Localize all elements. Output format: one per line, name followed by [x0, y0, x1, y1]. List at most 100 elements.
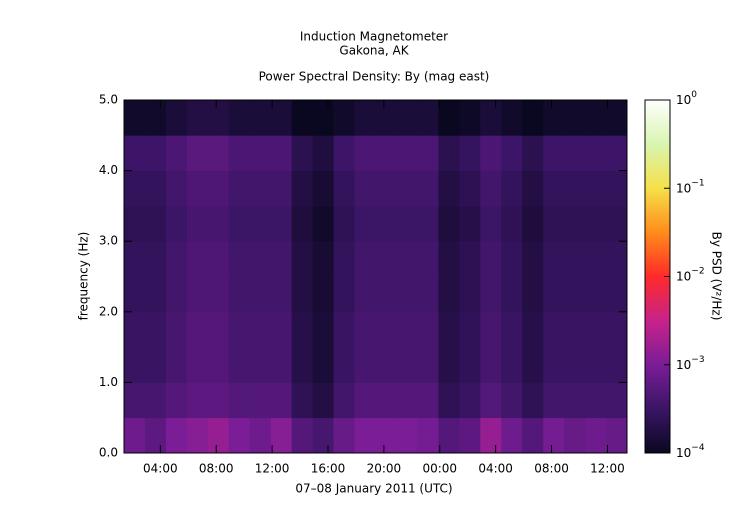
heatmap-cell — [396, 417, 418, 454]
heatmap-cell — [543, 276, 565, 313]
heatmap-cell — [165, 205, 188, 242]
x-tick-label: 08:00 — [199, 462, 234, 476]
heatmap-cell — [480, 276, 502, 313]
heatmap-cell — [333, 417, 355, 454]
heatmap-cell — [228, 170, 251, 207]
y-tick-label: 3.0 — [99, 234, 118, 248]
heatmap-cell — [543, 347, 565, 383]
heatmap-cell — [480, 205, 502, 242]
heatmap-cell — [459, 241, 481, 277]
heatmap-cell — [417, 205, 439, 242]
heatmap-cell — [144, 100, 167, 136]
heatmap-cell — [585, 276, 607, 313]
heatmap-cell — [165, 135, 188, 171]
heatmap-cell — [564, 347, 586, 383]
heatmap-cell — [396, 100, 418, 136]
heatmap-cell — [417, 170, 439, 207]
heatmap-cell — [270, 135, 293, 171]
heatmap-cell — [291, 311, 314, 348]
heatmap-cell — [312, 417, 334, 454]
heatmap-cell — [228, 135, 251, 171]
heatmap-cell — [124, 241, 146, 277]
heatmap-cell — [543, 311, 565, 348]
heatmap-cell — [165, 100, 188, 136]
heatmap-cell — [543, 170, 565, 207]
heatmap-cell — [417, 100, 439, 136]
heatmap-cell — [207, 241, 230, 277]
heatmap-cell — [165, 347, 188, 383]
heatmap-cell — [522, 170, 544, 207]
heatmap-cell — [186, 276, 209, 313]
heatmap-cell — [606, 135, 628, 171]
heatmap-cell — [396, 170, 418, 207]
colorbar-tick-label: 100 — [676, 90, 697, 107]
heatmap-cell — [228, 382, 251, 419]
heatmap-cell — [312, 347, 334, 383]
heatmap-cell — [585, 135, 607, 171]
heatmap-cell — [312, 276, 334, 313]
y-tick-label: 0.0 — [99, 446, 118, 460]
heatmap-cell — [606, 170, 628, 207]
colorbar-tick-label: 10−3 — [676, 354, 705, 371]
heatmap-cell — [564, 276, 586, 313]
heatmap-cell — [459, 205, 481, 242]
heatmap-cell — [291, 205, 314, 242]
heatmap-cell — [207, 276, 230, 313]
heatmap-cell — [291, 276, 314, 313]
heatmap-cell — [333, 100, 355, 136]
heatmap-cell — [270, 170, 293, 207]
heatmap-cell — [249, 100, 272, 136]
heatmap-cell — [438, 135, 460, 171]
heatmap-cell — [144, 417, 167, 454]
heatmap-cell — [124, 311, 146, 348]
heatmap-cell — [144, 311, 167, 348]
heatmap-cell — [333, 205, 355, 242]
heatmap-cell — [375, 311, 397, 348]
heatmap-cell — [585, 347, 607, 383]
heatmap-cell — [480, 382, 502, 419]
heatmap-cell — [333, 135, 355, 171]
heatmap-cell — [543, 241, 565, 277]
heatmap-cell — [249, 382, 272, 419]
heatmap-cell — [606, 417, 628, 454]
heatmap-cell — [270, 347, 293, 383]
heatmap-cell — [186, 417, 209, 454]
heatmap-cell — [417, 311, 439, 348]
heatmap-cell — [585, 417, 607, 454]
heatmap-cell — [333, 241, 355, 277]
heatmap-cell — [543, 100, 565, 136]
y-tick-label: 2.0 — [99, 304, 118, 318]
heatmap-cell — [165, 382, 188, 419]
tick-base: 10 — [676, 269, 691, 283]
heatmap-cell — [249, 135, 272, 171]
heatmap-cell — [312, 170, 334, 207]
heatmap-cell — [354, 205, 376, 242]
heatmap-cell — [417, 382, 439, 419]
heatmap-cell — [522, 205, 544, 242]
heatmap-cell — [564, 100, 586, 136]
tick-base: 10 — [676, 93, 691, 107]
heatmap-cell — [207, 347, 230, 383]
heatmap-cell — [543, 417, 565, 454]
tick-base: 10 — [676, 446, 691, 460]
heatmap-cell — [459, 382, 481, 419]
heatmap-cell — [270, 100, 293, 136]
heatmap-cell — [354, 170, 376, 207]
heatmap-cell — [417, 347, 439, 383]
heatmap-cell — [124, 417, 146, 454]
heatmap-cell — [375, 382, 397, 419]
heatmap-cell — [333, 311, 355, 348]
heatmap-cell — [207, 100, 230, 136]
heatmap-cell — [312, 311, 334, 348]
heatmap-cell — [144, 347, 167, 383]
heatmap-cell — [564, 170, 586, 207]
heatmap-cell — [144, 135, 167, 171]
heatmap-cell — [543, 205, 565, 242]
heatmap-cell — [354, 382, 376, 419]
heatmap-cell — [522, 382, 544, 419]
heatmap-cell — [186, 205, 209, 242]
plot-frame — [123, 99, 628, 454]
heatmap-cell — [312, 382, 334, 419]
heatmap-cell — [480, 347, 502, 383]
tick-base: 10 — [676, 181, 691, 195]
